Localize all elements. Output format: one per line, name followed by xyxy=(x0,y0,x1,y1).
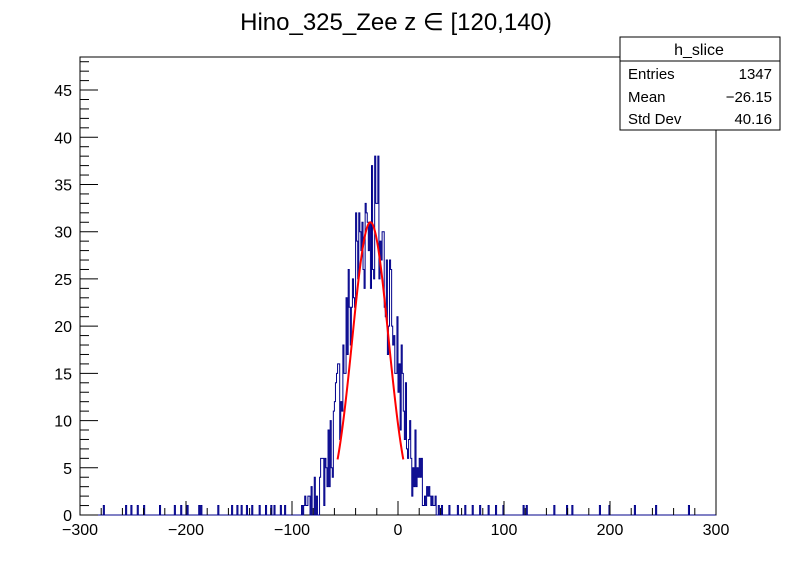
stats-entries-value: 1347 xyxy=(739,66,772,83)
fit-curve xyxy=(336,221,405,460)
histogram-line xyxy=(80,155,716,516)
y-tick-label: 10 xyxy=(54,414,72,431)
x-tick-label: −100 xyxy=(274,522,310,539)
stats-box-frame xyxy=(619,36,781,131)
stats-stddev-label: Std Dev xyxy=(628,111,682,128)
y-tick-label: 15 xyxy=(54,366,72,383)
chart-title: Hino_325_Zee z ∈ [120,140) xyxy=(240,9,552,36)
stats-stddev-value: 40.16 xyxy=(734,111,772,128)
x-tick-label: −200 xyxy=(168,522,204,539)
y-tick-label: 0 xyxy=(63,508,72,525)
x-tick-label: −300 xyxy=(62,522,98,539)
stats-mean-value: −26.15 xyxy=(726,89,772,106)
histogram-bars xyxy=(80,155,716,516)
y-tick-label: 20 xyxy=(54,319,72,336)
x-axis: −300 −200 −100 0 100 200 300 xyxy=(62,501,729,539)
y-axis: 0 5 10 15 20 25 30 35 40 45 xyxy=(54,61,98,525)
stats-entries-label: Entries xyxy=(628,66,675,83)
y-tick-label: 40 xyxy=(54,130,72,147)
stats-box: h_slice Entries 1347 Mean −26.15 Std Dev… xyxy=(619,36,781,131)
stats-box-title: h_slice xyxy=(674,42,724,59)
y-tick-label: 25 xyxy=(54,272,72,289)
y-tick-label: 30 xyxy=(54,225,72,242)
x-tick-label: 0 xyxy=(394,522,403,539)
x-tick-label: 100 xyxy=(491,522,518,539)
x-tick-label: 200 xyxy=(597,522,624,539)
stats-mean-label: Mean xyxy=(628,89,666,106)
y-tick-label: 5 xyxy=(63,461,72,478)
x-tick-label: 300 xyxy=(703,522,730,539)
y-tick-label: 45 xyxy=(54,83,72,100)
y-tick-label: 35 xyxy=(54,177,72,194)
